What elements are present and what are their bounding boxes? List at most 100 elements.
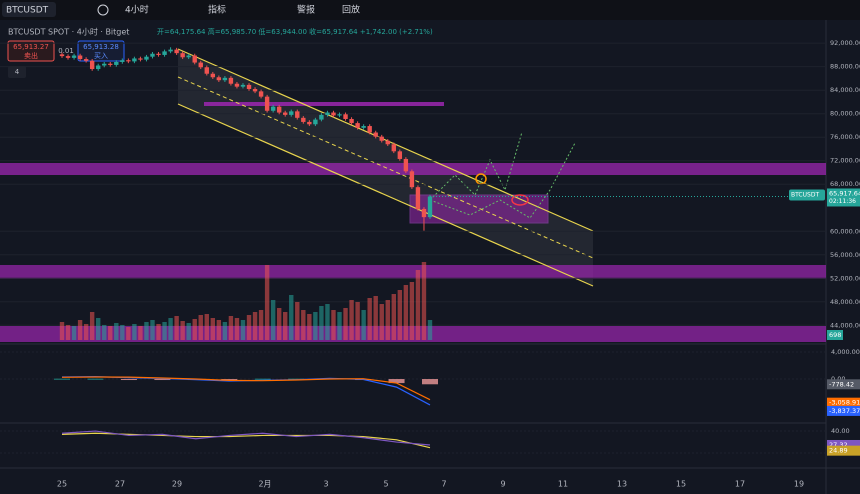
- symbol[interactable]: BTCUSDT: [6, 6, 49, 16]
- sell-price[interactable]: 65,913.27: [13, 43, 49, 51]
- volume-bar: [102, 325, 107, 340]
- qty: 0.01: [58, 47, 74, 55]
- volume-bar: [391, 294, 397, 340]
- candle-body: [319, 114, 324, 120]
- y-tick-label: 68,000.00: [830, 180, 860, 188]
- replay[interactable]: 回放: [342, 4, 360, 16]
- candle-body: [379, 136, 384, 141]
- candle-body: [228, 77, 234, 84]
- last-price: 65,917.64: [829, 189, 860, 197]
- volume-bar: [168, 318, 173, 340]
- candle-body: [186, 55, 191, 58]
- candle-body: [337, 114, 342, 116]
- volume-bar: [373, 296, 378, 340]
- x-tick-label: 9: [500, 480, 505, 489]
- volume-bar: [313, 312, 318, 340]
- volume-bar: [270, 300, 276, 340]
- x-tick-label: 3: [323, 480, 328, 489]
- add-icon[interactable]: [97, 4, 109, 16]
- volume-bar: [216, 320, 222, 340]
- volume-bar: [367, 298, 372, 340]
- value-box: [827, 405, 860, 416]
- candle-body: [198, 62, 203, 68]
- volume-bar: [343, 308, 348, 340]
- symbol-tag: [789, 189, 825, 201]
- volume-bar: [144, 322, 149, 340]
- buy-button[interactable]: [77, 40, 125, 62]
- volume-bar: [246, 315, 252, 340]
- sell-button[interactable]: [7, 40, 55, 62]
- candle-body: [349, 118, 354, 124]
- candle-body: [283, 112, 288, 115]
- candle-body: [108, 63, 113, 65]
- volume-bar: [307, 314, 312, 340]
- x-tick-label: 5: [383, 480, 388, 489]
- value-label: 27.32: [829, 441, 848, 449]
- candle-body: [415, 187, 421, 209]
- x-tick-label: 17: [735, 480, 745, 489]
- candle-body: [397, 151, 403, 159]
- candle-body: [162, 51, 167, 55]
- candle-body: [204, 67, 209, 74]
- volume-bar: [409, 282, 415, 340]
- x-tick-label: 11: [558, 480, 568, 489]
- candle-body: [174, 49, 179, 54]
- volume-bar: [379, 304, 384, 340]
- x-tick-label: 27: [115, 480, 125, 489]
- volume-bar: [240, 320, 246, 340]
- volume-bar: [234, 318, 240, 340]
- volume-bar: [222, 322, 228, 340]
- candle-body: [343, 114, 348, 119]
- candle-body: [331, 112, 336, 116]
- volume-bar: [258, 310, 264, 340]
- candle-body: [120, 60, 125, 62]
- volume-bar: [403, 285, 409, 340]
- layers[interactable]: 4: [15, 68, 20, 76]
- volume-bar: [83, 324, 89, 340]
- y-tick-label: 44,000.00: [830, 321, 860, 329]
- y-tick-label: 80,000.00: [830, 110, 860, 118]
- volume-label: 698: [829, 331, 841, 339]
- volume-bar: [385, 300, 390, 340]
- volume-bar: [126, 327, 131, 340]
- channel-upper: [177, 48, 594, 232]
- candle-body: [132, 58, 137, 62]
- alert[interactable]: 警报: [297, 4, 315, 16]
- candle-body: [222, 77, 228, 81]
- zone: [409, 194, 549, 224]
- macd-hist: [54, 378, 70, 380]
- symbol-tag-label: BTCUSDT: [791, 191, 819, 198]
- volume-bar: [264, 265, 270, 340]
- buy-label[interactable]: 买入: [94, 52, 108, 60]
- layers-button[interactable]: [8, 66, 26, 78]
- indicators[interactable]: 指标: [208, 4, 226, 16]
- zone: [204, 102, 444, 106]
- candle-body: [83, 59, 89, 61]
- volume-bar: [95, 318, 101, 340]
- y-tick-label: 60,000.00: [830, 227, 860, 235]
- macd-hist: [120, 379, 137, 381]
- x-tick-label: 2月: [258, 480, 271, 489]
- candle-body: [258, 91, 264, 97]
- candle-body: [144, 56, 149, 60]
- volume-bar: [59, 322, 65, 340]
- candle-body: [252, 89, 258, 92]
- sell-label[interactable]: 卖出: [24, 51, 38, 60]
- volume-bar: [337, 312, 342, 340]
- projection: [429, 131, 523, 201]
- y-tick-label: 48,000.00: [830, 298, 860, 306]
- candle-body: [409, 171, 415, 188]
- symbol-button[interactable]: [2, 2, 56, 17]
- volume-bar: [415, 270, 421, 340]
- candle-body: [264, 96, 270, 111]
- candle-body: [59, 54, 65, 57]
- buy-price[interactable]: 65,913.28: [83, 43, 119, 51]
- interval[interactable]: 4小时: [125, 4, 149, 16]
- legend-ohlc: 开=64,175.64 高=65,985.70 低=63,944.00 收=65…: [157, 27, 433, 36]
- candle-body: [216, 77, 222, 81]
- legend-title: BTCUSDT SPOT · 4小时 · Bitget: [8, 27, 129, 37]
- macd-hist: [87, 378, 104, 380]
- volume-bar: [114, 323, 119, 340]
- volume-bar: [108, 326, 113, 340]
